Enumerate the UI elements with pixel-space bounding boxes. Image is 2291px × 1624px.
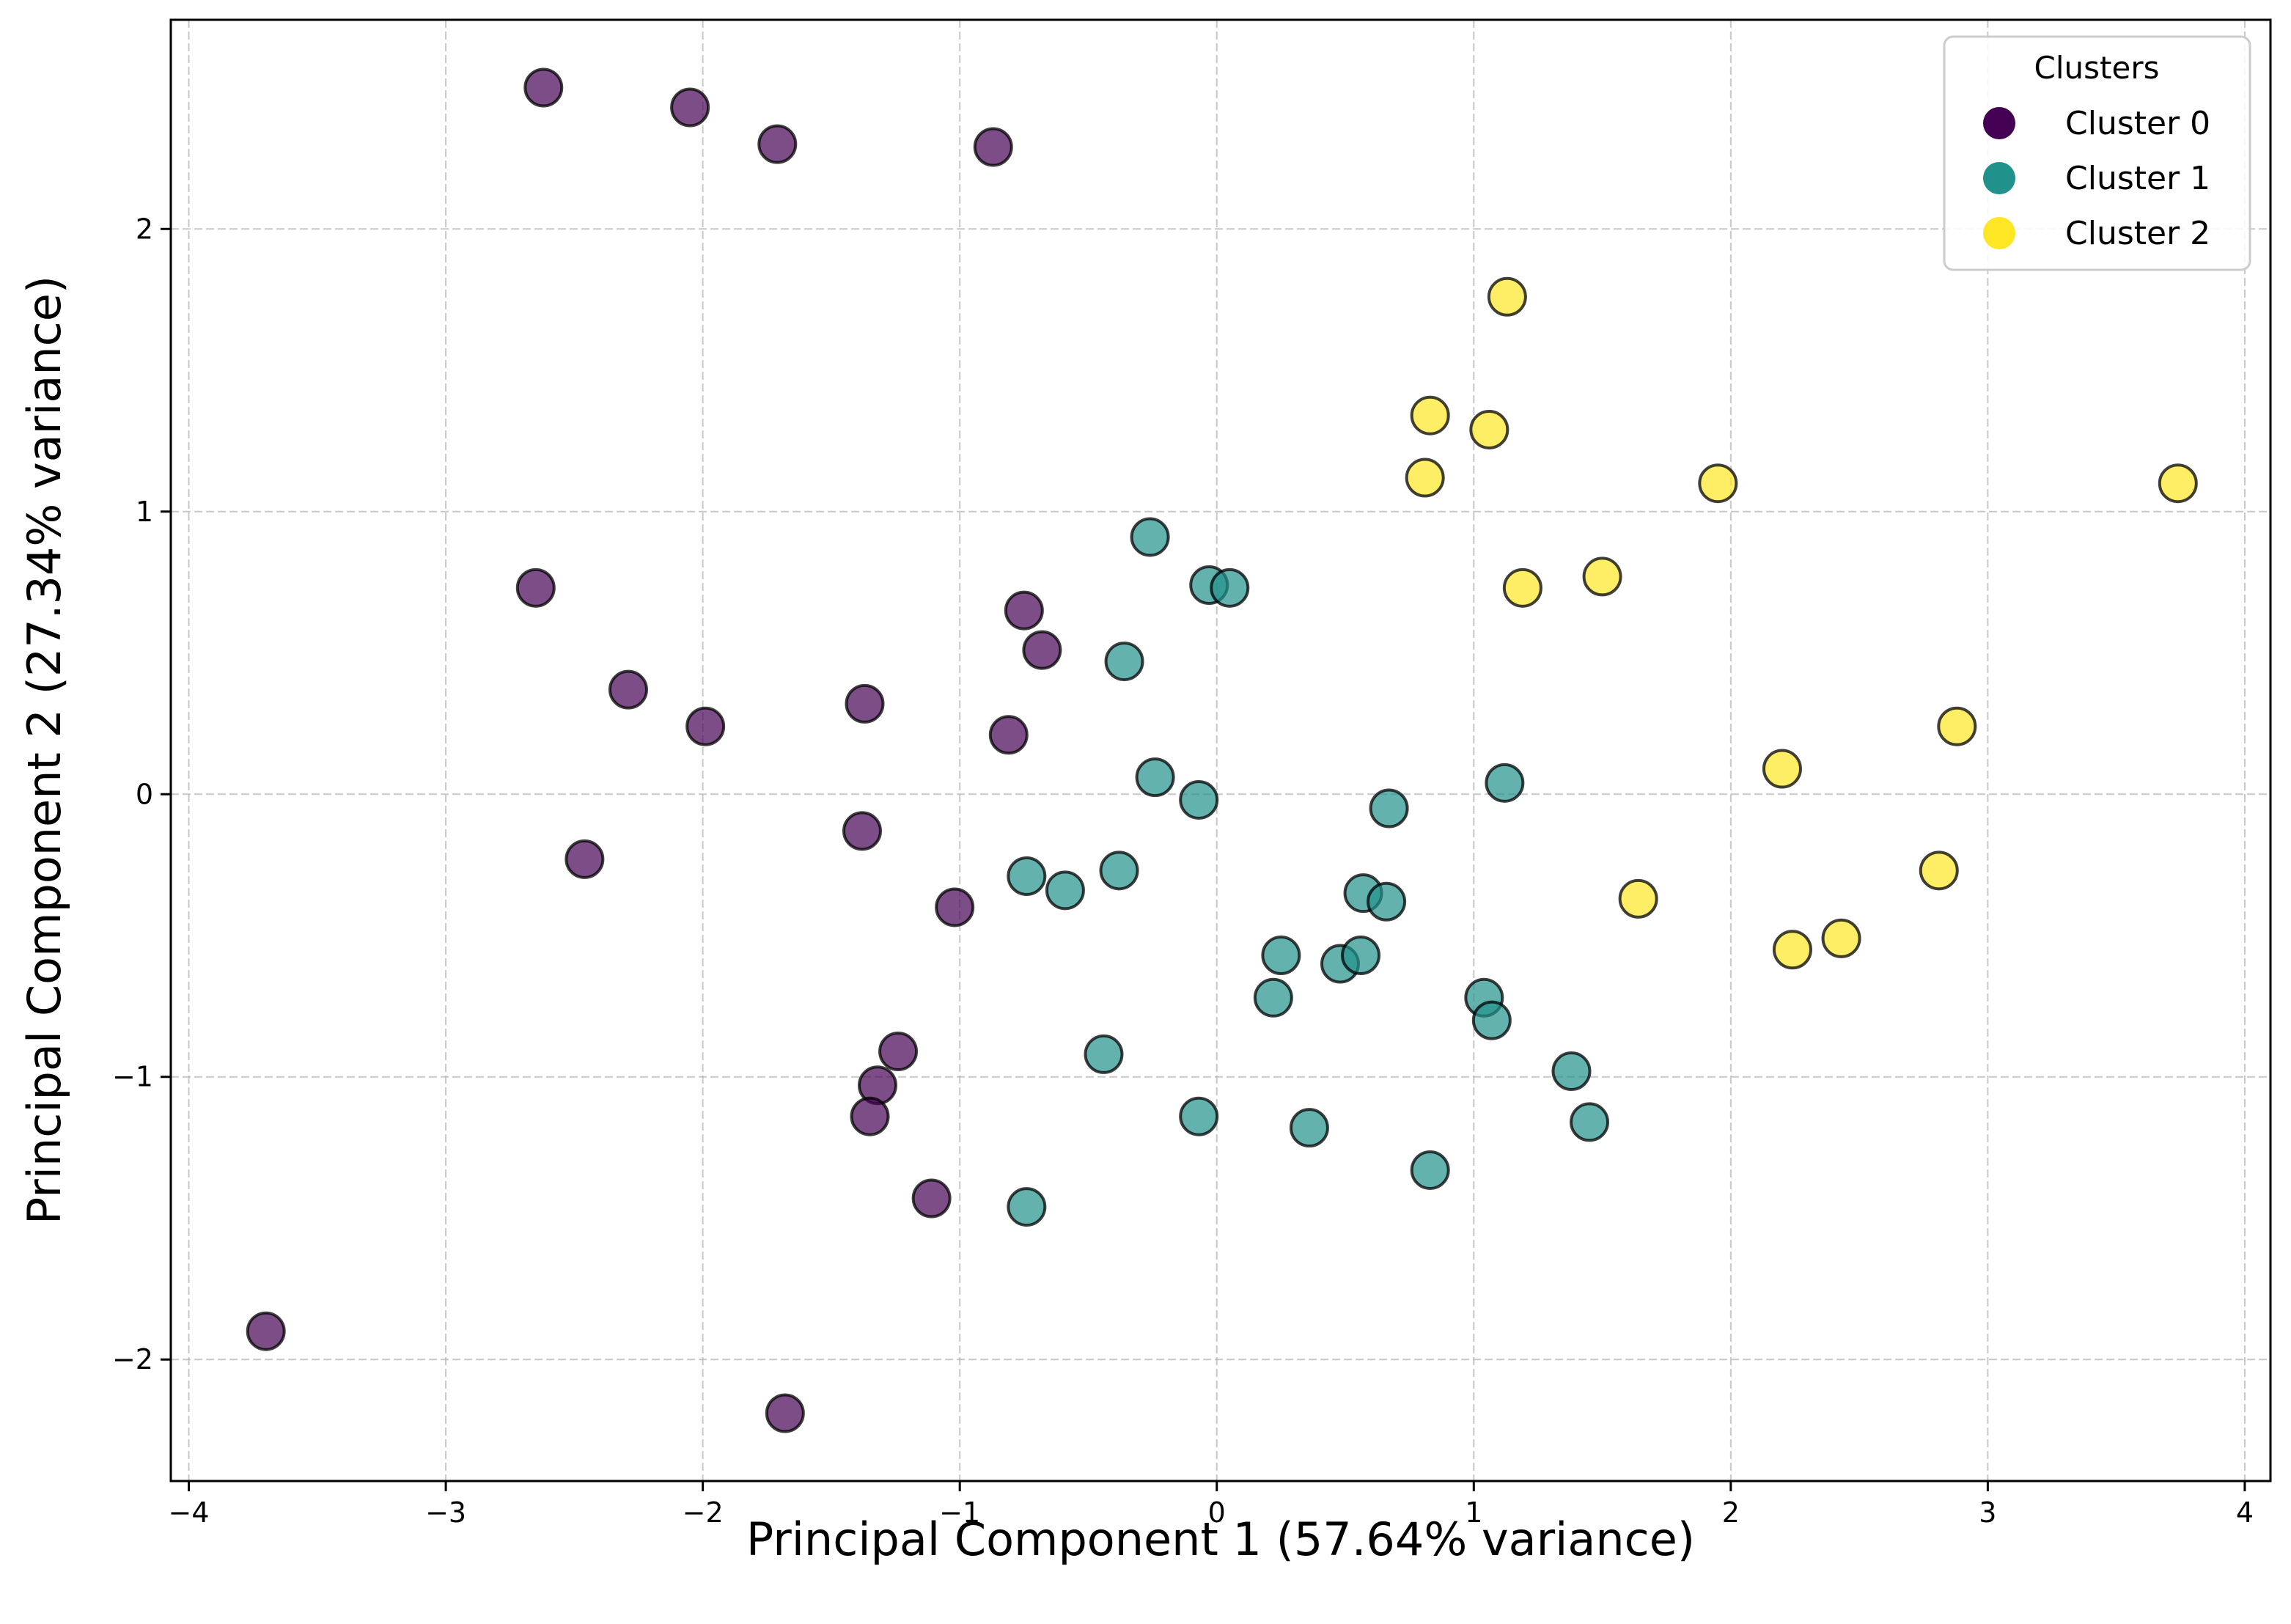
cluster-0-point [515, 567, 556, 608]
cluster-2-point [1582, 556, 1622, 597]
cluster-0-point [988, 715, 1029, 755]
cluster-2-point [1410, 395, 1450, 436]
cluster-0-point [1004, 590, 1044, 631]
cluster-0-point [685, 706, 726, 746]
cluster-1-point [1135, 757, 1175, 798]
cluster-1-point [1007, 1187, 1047, 1227]
x-tick-label: −1 [939, 1496, 980, 1529]
cluster-1-point [1045, 870, 1085, 911]
cluster-0-point [973, 127, 1013, 167]
cluster-0-point [565, 839, 605, 879]
cluster-0-point [845, 683, 885, 724]
cluster-2-point [1821, 918, 1861, 958]
cluster-2-point [1405, 458, 1445, 498]
legend-label-cluster-2: Cluster 2 [2065, 215, 2210, 252]
legend-label-cluster-0: Cluster 0 [2065, 105, 2210, 142]
cluster-1-point [1099, 850, 1139, 891]
cluster-1-point [1367, 881, 1407, 922]
scatter-points [246, 67, 2198, 1433]
cluster-2-point [1762, 749, 1802, 789]
cluster-1-point [1369, 788, 1409, 828]
x-tick-label: 0 [1208, 1496, 1226, 1529]
plot-frame [169, 18, 2272, 1482]
cluster-1-point [1179, 1096, 1219, 1136]
cluster-1-point [1289, 1108, 1329, 1148]
cluster-1-point [1104, 642, 1144, 682]
cluster-1-point [1130, 517, 1170, 557]
x-tick-label: 3 [1979, 1496, 1996, 1529]
cluster-1-point [1341, 935, 1381, 975]
x-axis-title: Principal Component 1 (57.64% variance) [746, 1513, 1695, 1566]
legend-label-cluster-1: Cluster 1 [2065, 160, 2210, 197]
legend-marker-cluster-0 [1983, 107, 2015, 139]
cluster-0-point [842, 811, 882, 851]
y-tick-label: −1 [112, 1061, 153, 1093]
cluster-0-point [757, 124, 798, 164]
cluster-1-point [1485, 763, 1525, 803]
cluster-1-point [1210, 567, 1250, 608]
cluster-0-point [850, 1096, 890, 1136]
x-tick-label: 2 [1722, 1496, 1740, 1529]
cluster-1-point [1179, 779, 1219, 820]
legend-box [1943, 35, 2251, 271]
y-tick-label: −2 [112, 1343, 153, 1375]
x-tick-label: −4 [169, 1496, 210, 1529]
cluster-0-point [935, 887, 975, 927]
cluster-1-point [1410, 1150, 1450, 1190]
x-tick-label: −3 [425, 1496, 466, 1529]
y-axis-title: Principal Component 2 (27.34% variance) [18, 276, 71, 1224]
cluster-2-point [1502, 567, 1542, 608]
y-tick-label: 1 [136, 496, 153, 528]
cluster-2-point [1618, 878, 1658, 919]
cluster-0-point [670, 87, 710, 128]
cluster-2-point [1937, 706, 1977, 746]
cluster-2-point [1487, 276, 1527, 317]
legend-marker-cluster-1 [1983, 162, 2015, 194]
cluster-2-point [1919, 850, 1959, 891]
grid-lines [171, 20, 2270, 1481]
x-tick-label: 1 [1465, 1496, 1482, 1529]
axis-ticks: −4 −3 −2 −1 0 1 2 3 4 −2 −1 0 1 2 [112, 213, 2254, 1529]
x-tick-label: −2 [683, 1496, 724, 1529]
legend: Clusters Cluster 0 Cluster 1 Cluster 2 [1943, 35, 2251, 271]
cluster-2-point [1698, 463, 1738, 504]
x-tick-label: 4 [2236, 1496, 2254, 1529]
y-tick-label: 2 [136, 213, 153, 245]
cluster-0-point [608, 669, 648, 710]
cluster-0-point [911, 1178, 952, 1219]
cluster-0-point [523, 67, 564, 108]
cluster-0-point [1022, 630, 1062, 670]
cluster-1-point [1471, 1000, 1512, 1040]
cluster-1-point [1084, 1034, 1124, 1074]
legend-marker-cluster-2 [1983, 217, 2015, 249]
cluster-1-point [1261, 935, 1301, 975]
legend-title: Clusters [2034, 50, 2160, 86]
cluster-0-point [246, 1311, 286, 1351]
cluster-1-point [1007, 856, 1047, 897]
y-tick-label: 0 [136, 778, 153, 810]
cluster-0-point [765, 1393, 805, 1433]
cluster-0-point [878, 1032, 919, 1072]
cluster-2-point [2158, 463, 2198, 504]
cluster-1-point [1570, 1102, 1610, 1142]
cluster-2-point [1469, 409, 1509, 449]
cluster-1-point [1253, 977, 1293, 1018]
cluster-1-point [1551, 1051, 1592, 1092]
cluster-2-point [1772, 930, 1812, 970]
